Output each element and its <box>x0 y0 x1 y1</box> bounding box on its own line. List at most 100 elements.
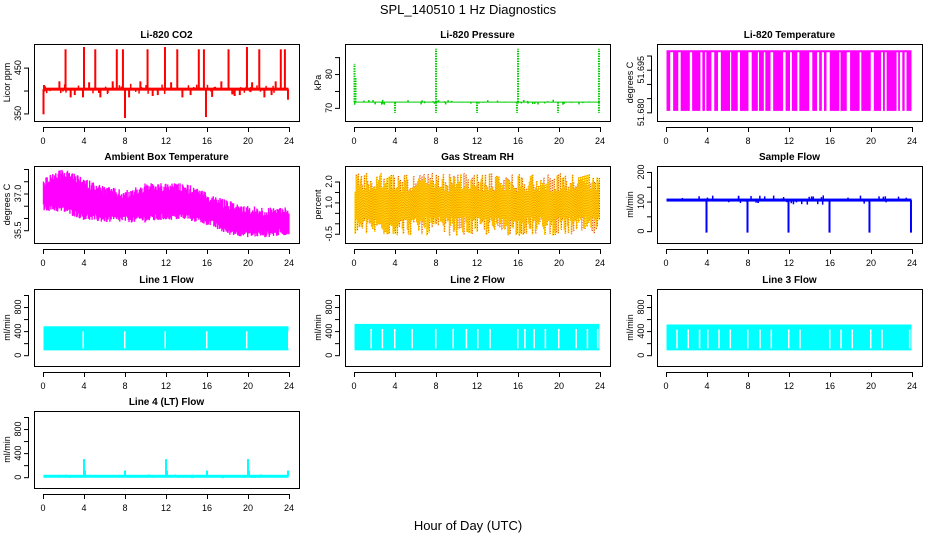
x-axis: 0 4 8 12 16 20 24 <box>351 249 605 268</box>
toggle-block <box>799 51 810 111</box>
flow-gap <box>729 329 732 349</box>
x-tick-label: 12 <box>161 503 171 513</box>
y-tick-label: 0 <box>13 475 23 480</box>
x-tick-label: 16 <box>202 258 212 268</box>
y-tick-label: 0 <box>13 353 23 358</box>
flow-gap <box>828 329 831 349</box>
y-axis-label: percent <box>313 189 323 220</box>
toggle-block <box>765 51 771 111</box>
y-tick-label: 0 <box>324 353 334 358</box>
x-tick-label: 4 <box>81 258 86 268</box>
flow-gap <box>799 329 801 349</box>
flow-gap <box>524 328 526 349</box>
y-axis-label: ml/min <box>2 314 12 341</box>
x-tick-label: 0 <box>663 136 668 146</box>
panel-title: Line 3 Flow <box>762 275 817 286</box>
x-tick-label: 0 <box>351 258 356 268</box>
flow-gap <box>452 328 454 349</box>
toggle-block <box>739 51 749 111</box>
toggle-block <box>898 51 900 111</box>
flow-gap <box>770 329 773 349</box>
x-tick-label: 12 <box>472 381 482 391</box>
x-tick-label: 16 <box>202 503 212 513</box>
flow-gap <box>840 329 842 349</box>
x-tick-label: 12 <box>161 136 171 146</box>
toggle-block <box>886 51 897 111</box>
series-line1-flow <box>43 326 290 351</box>
x-tick-label: 20 <box>554 258 564 268</box>
flow-gap <box>586 328 589 349</box>
x-tick-label: 20 <box>866 136 876 146</box>
plot-frame <box>34 411 300 489</box>
y-axis-label: ml/min <box>625 314 635 341</box>
series-line3-flow <box>666 324 912 351</box>
x-tick-label: 12 <box>161 258 171 268</box>
x-axis: 0 4 8 12 16 20 24 <box>351 372 605 391</box>
toggle-block <box>882 51 885 111</box>
flow-gap <box>707 329 709 349</box>
flow-gap <box>489 328 491 349</box>
x-tick-label: 8 <box>745 381 750 391</box>
toggle-block <box>840 51 847 111</box>
x-tick-label: 12 <box>784 381 794 391</box>
x-tick-label: 20 <box>554 136 564 146</box>
x-tick-label: 24 <box>595 381 605 391</box>
flow-gap <box>205 331 208 349</box>
x-tick-label: 8 <box>122 503 127 513</box>
toggle-block <box>759 51 764 111</box>
x-tick-label: 4 <box>704 381 709 391</box>
toggle-block <box>714 51 718 111</box>
series-pressure <box>353 48 600 113</box>
y-tick-label: 200 <box>636 164 646 179</box>
toggle-block <box>731 51 738 111</box>
x-axis: 0 4 8 12 16 20 24 <box>40 127 294 146</box>
x-axis: 0 4 8 12 16 20 24 <box>40 249 294 268</box>
x-tick-label: 12 <box>784 258 794 268</box>
x-tick-label: 12 <box>161 381 171 391</box>
flow-gap <box>746 329 749 349</box>
y-tick-label: 400 <box>13 324 23 339</box>
plot-frame <box>34 44 300 122</box>
x-tick-label: 8 <box>745 258 750 268</box>
x-tick-label: 20 <box>554 381 564 391</box>
toggle-block <box>692 51 701 111</box>
x-tick-label: 4 <box>81 503 86 513</box>
y-tick-label: 51.695 <box>636 56 646 84</box>
toggle-block <box>702 51 705 111</box>
x-tick-label: 16 <box>513 258 523 268</box>
series-line2-flow <box>354 323 600 351</box>
y-axis-label: ml/min <box>2 436 12 463</box>
y-tick-label: 800 <box>324 300 334 315</box>
flow-gap <box>544 328 547 349</box>
x-axis: 0 4 8 12 16 20 24 <box>663 249 917 268</box>
flow-gap <box>245 331 248 349</box>
y-tick-label: 0 <box>636 229 646 234</box>
toggle-block <box>666 51 671 111</box>
y-tick-label: 37.0 <box>13 185 23 203</box>
x-tick-label: 8 <box>122 136 127 146</box>
toggle-block <box>829 51 840 111</box>
x-axis: 0 4 8 12 16 20 24 <box>351 127 605 146</box>
y-tick-label: 400 <box>324 324 334 339</box>
x-tick-label: 24 <box>595 258 605 268</box>
y-tick-label: 400 <box>13 446 23 461</box>
x-tick-label: 0 <box>40 136 45 146</box>
x-tick-label: 16 <box>825 381 835 391</box>
y-axis-label: kPa <box>313 75 323 91</box>
toggle-block <box>680 51 690 111</box>
toggle-block <box>673 51 679 111</box>
flow-gap <box>698 329 701 349</box>
flow-gap <box>533 328 535 349</box>
series-co2 <box>42 47 289 118</box>
y-tick-label: 800 <box>636 300 646 315</box>
flow-gap <box>881 329 883 349</box>
flow-gap <box>759 329 761 349</box>
flow-gap <box>851 329 854 349</box>
panel-title: Line 2 Flow <box>450 275 505 286</box>
